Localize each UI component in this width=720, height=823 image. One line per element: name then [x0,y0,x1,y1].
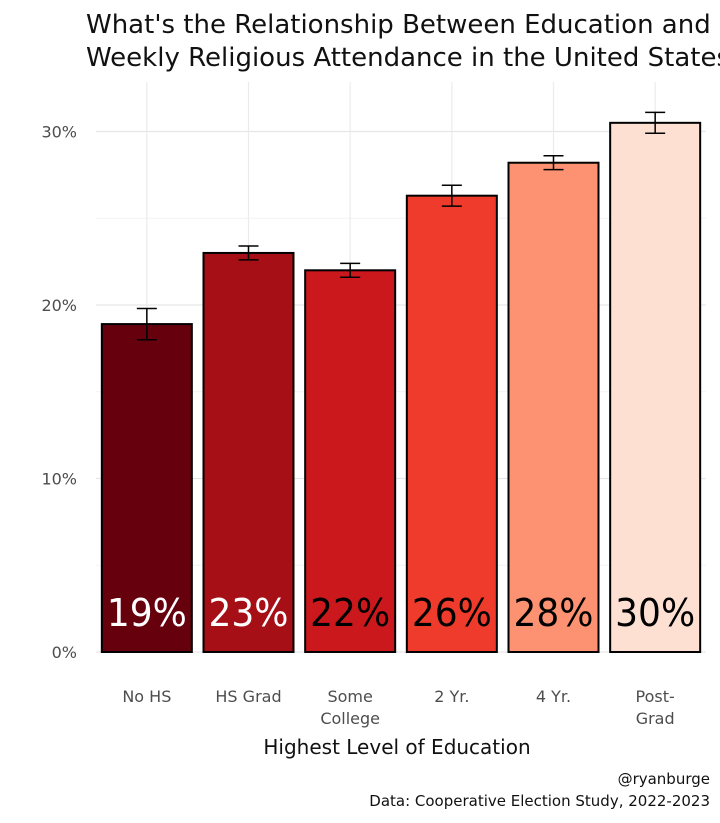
error-bars [136,111,666,341]
y-tick-label: 10% [41,470,77,489]
caption-line: @ryanburge [618,770,710,788]
x-tick-label: Some [327,687,372,706]
bar [100,323,193,653]
bar [202,251,295,653]
y-tick-label: 30% [41,123,77,142]
caption-line: Data: Cooperative Election Study, 2022-2… [369,792,710,810]
bar [405,194,498,653]
y-tick-label: 0% [52,643,77,662]
bar-data-label: 30% [615,591,695,635]
x-axis-title: Highest Level of Education [263,735,530,759]
x-tick-label: Grad [636,709,675,728]
x-tick-label: No HS [122,687,171,706]
x-tick-label: 2 Yr. [434,687,469,706]
bar [507,161,600,653]
bar-data-label: 22% [310,591,390,635]
chart-title: What's the Relationship Between Educatio… [86,10,720,73]
y-tick-label: 20% [41,296,77,315]
bar-data-label: 19% [107,591,187,635]
x-tick-label: HS Grad [215,687,281,706]
y-axis-ticks: 0% 10% 20% 30% [41,123,77,663]
bar-data-labels: 19% 23% 22% 26% 28% 30% [107,591,695,635]
bar [609,121,702,653]
x-tick-label: Post- [636,687,675,706]
bar-data-label: 28% [514,591,594,635]
x-tick-label: 4 Yr. [536,687,571,706]
chart-title-line-1: What's the Relationship Between Educatio… [86,10,711,40]
bars [100,121,702,653]
chart-caption: @ryanburge Data: Cooperative Election Stu… [369,770,710,810]
chart-title-line-2: Weekly Religious Attendance in the Unite… [86,43,720,73]
x-tick-label: College [320,709,380,728]
bar-data-label: 26% [412,591,492,635]
x-axis-categories: No HS HS Grad Some College 2 Yr. 4 Yr. Post- Gr… [122,687,674,728]
bar-data-label: 23% [209,591,289,635]
bar [304,269,397,653]
